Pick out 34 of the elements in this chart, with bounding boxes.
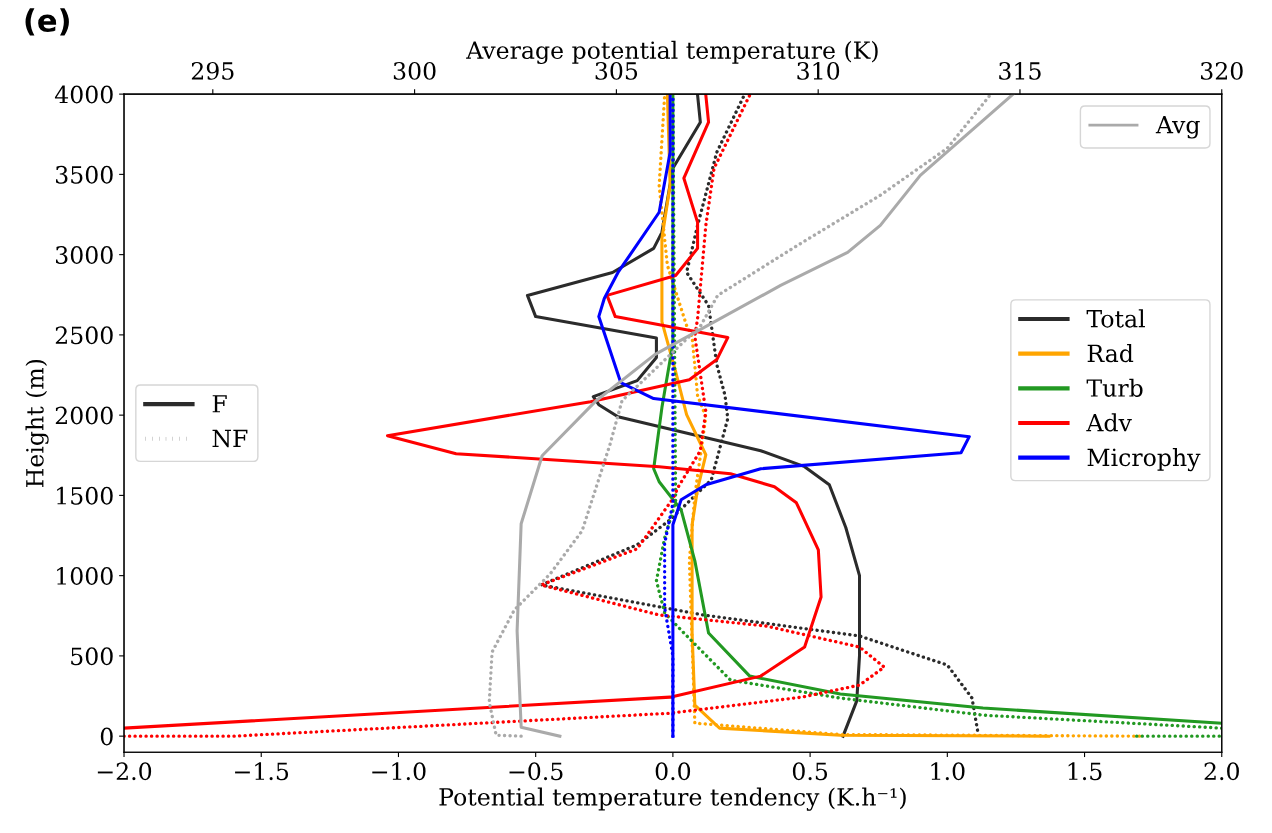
x-tick-label: −0.5	[509, 762, 563, 781]
y-tick-label: 0	[100, 727, 113, 746]
x2-tick-label: 305	[595, 61, 638, 80]
y-tick-label: 3000	[56, 246, 113, 264]
x-tick-label: 0.5	[792, 762, 828, 781]
legend-label: Avg	[1155, 116, 1200, 139]
text: (e)	[25, 8, 69, 36]
x-tick-label: −1.5	[235, 762, 289, 781]
y-tick-label: 1500	[57, 486, 113, 505]
y-tick-label: 500	[71, 647, 113, 666]
legend-label: Total	[1086, 309, 1145, 328]
x-tick-label: 0.0	[655, 762, 691, 781]
legend-label: Rad	[1087, 344, 1134, 363]
y-tick-label: 1000	[57, 567, 113, 585]
x-tick-label: −2.0	[97, 762, 152, 781]
x-axis-title: Potential temperature tendency (K.h⁻¹)	[439, 787, 906, 811]
y-tick-label: 3500	[56, 165, 113, 184]
x2-tick-label: 300	[393, 61, 436, 80]
legend-label: Turb	[1086, 378, 1143, 397]
x2-tick-label: 320	[1201, 61, 1243, 80]
legend-label: Microphy	[1087, 447, 1201, 472]
annotation: NF	[212, 429, 248, 448]
y-tick-label: 2000	[55, 406, 113, 425]
x-tick-label: −1.0	[372, 762, 426, 781]
x-tick-label: 1.5	[1068, 762, 1102, 781]
x-tick-label: 2.0	[1204, 762, 1239, 781]
annotation: F	[212, 395, 227, 413]
legend-label: Adv	[1086, 413, 1132, 432]
y-tick-label: 2500	[55, 326, 113, 345]
x2-tick-label: 315	[999, 61, 1041, 80]
y-tick-label: 4000	[54, 85, 113, 104]
x2-tick-label: 295	[191, 61, 234, 80]
x-tick-label: 1.0	[931, 762, 965, 781]
y-axis-title: Height (m)	[25, 359, 49, 487]
